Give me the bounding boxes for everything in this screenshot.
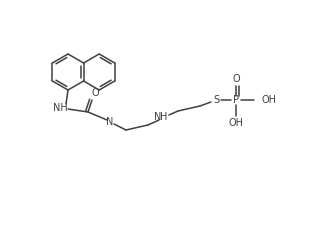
Text: OH: OH [262,95,277,105]
Text: O: O [232,74,240,84]
Text: O: O [91,88,99,98]
Text: P: P [233,95,239,105]
Text: S: S [213,95,219,105]
Text: OH: OH [228,118,244,128]
Text: NH: NH [53,103,67,113]
Text: H: H [160,112,168,122]
Text: N: N [154,112,162,122]
Text: N: N [106,117,114,127]
